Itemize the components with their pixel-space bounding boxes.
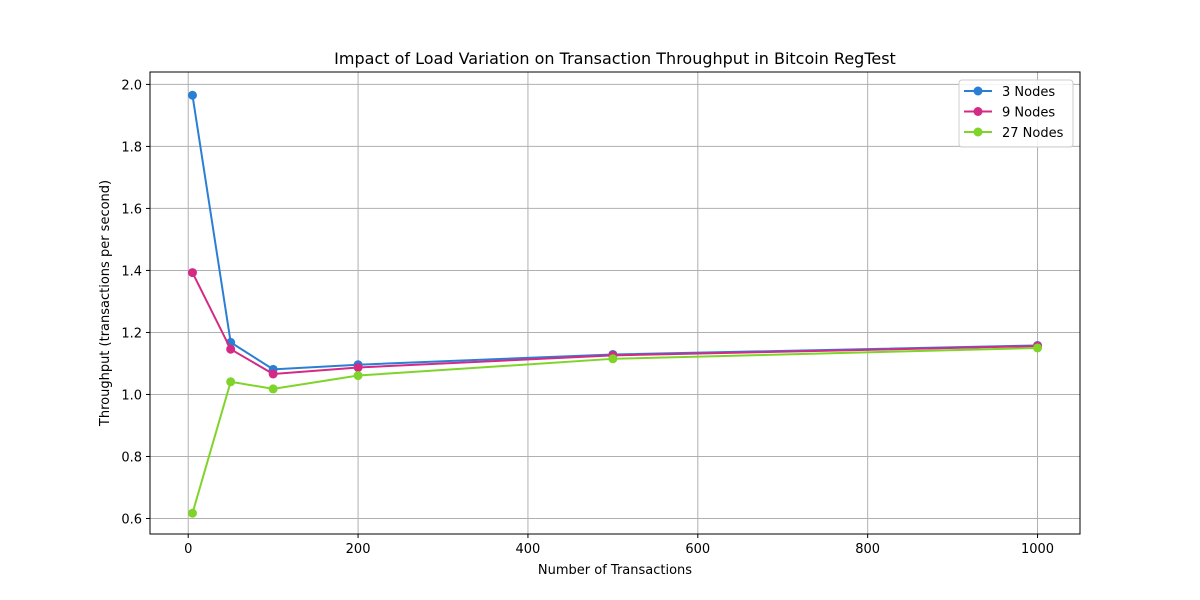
legend-marker xyxy=(973,127,983,137)
y-tick-label: 2.0 xyxy=(121,78,142,93)
data-point xyxy=(1033,343,1043,353)
data-point xyxy=(226,344,236,354)
legend-item: 27 Nodes xyxy=(964,126,1064,141)
series-line xyxy=(191,272,1038,376)
legend-marker xyxy=(973,86,983,96)
legend: 3 Nodes 9 Nodes 27 Nodes xyxy=(958,79,1074,148)
legend-marker xyxy=(973,107,983,116)
x-tick-label: 1000 xyxy=(1021,542,1054,557)
x-tick-label: 800 xyxy=(855,542,880,557)
series-1 xyxy=(187,90,1043,374)
x-axis-ticks: 0 200 400 600 800 1000 xyxy=(184,534,1054,557)
y-axis-label: Throughput (transactions per second) xyxy=(98,180,113,427)
legend-item: 9 Nodes xyxy=(964,106,1055,121)
grid-lines xyxy=(150,72,1080,534)
data-point xyxy=(226,377,236,387)
legend-label: 3 Nodes xyxy=(1002,85,1055,100)
series-layer xyxy=(187,90,1043,518)
series-3 xyxy=(187,343,1043,518)
x-tick-label: 600 xyxy=(685,542,710,557)
legend-label: 9 Nodes xyxy=(1002,106,1055,121)
x-tick-label: 400 xyxy=(516,542,541,557)
x-tick-label: 200 xyxy=(346,542,371,557)
y-tick-label: 1.6 xyxy=(121,202,142,217)
y-tick-label: 1.8 xyxy=(121,140,142,155)
y-tick-label: 1.2 xyxy=(121,326,142,341)
y-tick-label: 0.8 xyxy=(121,450,142,465)
data-point xyxy=(353,371,363,381)
data-point xyxy=(268,384,278,394)
y-tick-label: 0.6 xyxy=(121,512,142,527)
legend-label: 27 Nodes xyxy=(1002,126,1064,141)
data-point xyxy=(187,268,197,278)
data-point xyxy=(608,354,618,364)
data-point xyxy=(187,508,197,518)
x-axis-label: Number of Transactions xyxy=(538,563,692,578)
plot-frame xyxy=(149,71,1081,535)
chart-title: Impact of Load Variation on Transaction … xyxy=(334,49,896,68)
data-point xyxy=(187,90,197,100)
y-axis-ticks: 0.6 0.8 1.0 1.2 1.4 1.6 1.8 2.0 xyxy=(121,78,150,527)
legend-item: 3 Nodes xyxy=(964,85,1055,100)
y-tick-label: 1.0 xyxy=(121,388,142,403)
legend-box xyxy=(958,79,1074,148)
data-point xyxy=(268,369,278,379)
data-point xyxy=(353,362,363,372)
x-tick-label: 0 xyxy=(184,542,192,557)
series-line xyxy=(191,346,1038,514)
y-tick-label: 1.4 xyxy=(121,264,142,279)
series-line xyxy=(191,95,1038,371)
